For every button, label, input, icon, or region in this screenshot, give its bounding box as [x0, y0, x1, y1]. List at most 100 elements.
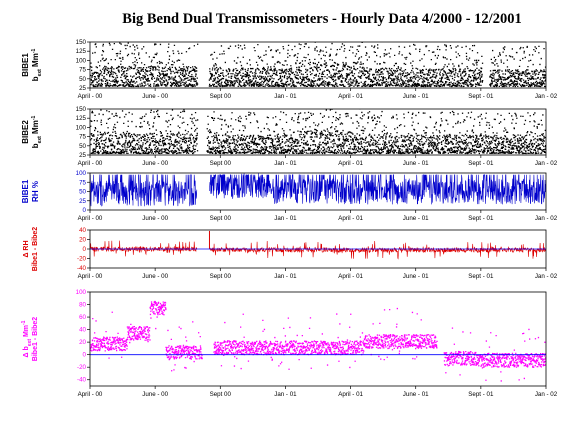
ylabel-line2: bext Mm-1: [31, 115, 43, 148]
ylabel-part: -1: [31, 48, 37, 53]
ylabel-part: Δ RH: [23, 240, 30, 257]
figure-title: Big Bend Dual Transmissometers - Hourly …: [122, 11, 521, 27]
panels: 25 50 75 100 125 150 April - 00 June - 00 Sept 0…: [21, 39, 558, 398]
ytick-label: 100: [76, 124, 87, 131]
axis-frame-delta_bext: [89, 291, 547, 387]
ylabel-line1: BIBE1: [21, 53, 30, 77]
ytick-label: -40: [77, 377, 87, 384]
ylabel-part: ext: [27, 339, 33, 347]
xtick-label: June - 00: [142, 273, 168, 280]
ylabel-part: Bibe1 - Bibe2: [32, 317, 39, 361]
ytick-label: 40: [79, 327, 86, 334]
ylabel-line1: BIBE1: [21, 179, 30, 203]
xtick-label: June - 00: [142, 215, 168, 222]
ytick-label: 100: [76, 57, 87, 64]
series-bibe1_rh: [90, 173, 546, 207]
ylabel-part: b: [31, 143, 40, 148]
xtick-label: Jan - 01: [274, 273, 297, 280]
xtick-label: June - 01: [403, 93, 429, 100]
xtick-label: Sept - 01: [468, 160, 494, 167]
ylabel-part: BIBE1: [21, 179, 30, 203]
ytick-label: 150: [76, 106, 87, 113]
ylabel-line1: Δ RH: [23, 240, 30, 257]
ytick-label: 40: [79, 227, 86, 234]
ytick-label: -40: [77, 265, 87, 272]
ytick-label: 50: [79, 143, 86, 150]
xtick-label: April - 00: [78, 160, 103, 167]
ylabel-part: ext: [37, 69, 43, 77]
ylabel-part: Mm: [31, 53, 40, 69]
xtick-label: Sept 00: [210, 160, 232, 167]
ylabel-part: RH %: [31, 181, 40, 202]
xtick-label: April - 01: [338, 160, 363, 167]
ytick-label: 20: [79, 237, 86, 244]
series-bibe1_bext: [90, 42, 546, 88]
ylabel-part: ext: [37, 136, 43, 144]
ytick-label: 150: [76, 39, 87, 46]
xtick-label: Sept - 01: [468, 93, 494, 100]
ylabel-part: Mm: [23, 325, 30, 339]
ytick-label: 125: [76, 48, 87, 55]
panel-bibe1_rh: 0 25 50 75 100 April - 00 June - 00 Sept 00 Jan …: [21, 170, 558, 222]
xtick-label: Jan - 02: [535, 93, 558, 100]
ytick-label: 50: [79, 189, 86, 196]
ylabel-part: -1: [31, 115, 37, 120]
xtick-label: June - 01: [403, 273, 429, 280]
ylabel-part: Mm: [31, 120, 40, 136]
ylabel-line1: BIBE2: [21, 120, 30, 144]
ylabel-bibe1_rh: BIBE1 RH %: [21, 179, 40, 203]
ylabel-delta_bext: Δ bext Mm-1 Bibe1 - Bibe2: [21, 317, 39, 361]
xtick-label: April - 00: [78, 273, 103, 280]
xtick-label: June - 00: [142, 391, 168, 398]
xtick-label: Sept 00: [210, 215, 232, 222]
ytick-label: 75: [79, 179, 86, 186]
ytick-label: -20: [77, 256, 87, 263]
xtick-label: April - 00: [78, 93, 103, 100]
xtick-label: June - 01: [403, 215, 429, 222]
ytick-label: 125: [76, 115, 87, 122]
xtick-label: April - 00: [78, 391, 103, 398]
xtick-label: June - 00: [142, 93, 168, 100]
ytick-label: 25: [79, 85, 86, 92]
xtick-label: June - 01: [403, 160, 429, 167]
panel-delta_bext: -40 -20 0 20 40 60 80 100 April - 00 June - 00 Sep…: [21, 289, 558, 398]
xtick-label: Jan - 02: [535, 215, 558, 222]
axis-frame-bibe2_bext: [89, 108, 547, 156]
ytick-label: 100: [76, 170, 87, 177]
xtick-label: April - 01: [338, 93, 363, 100]
ytick-label: 20: [79, 339, 86, 346]
ylabel-part: Bibe1 - Bibe2: [32, 227, 39, 271]
ylabel-part: BIBE2: [21, 120, 30, 144]
xtick-label: Sept 00: [210, 273, 232, 280]
ylabel-line1: Δ bext Mm-1: [21, 320, 33, 357]
ytick-label: 0: [83, 352, 87, 359]
xtick-label: April - 01: [338, 273, 363, 280]
ytick-label: 80: [79, 302, 86, 309]
xtick-label: Sept - 01: [468, 391, 494, 398]
ytick-label: 60: [79, 314, 86, 321]
xtick-label: Jan - 01: [274, 391, 297, 398]
xtick-label: April - 01: [338, 391, 363, 398]
xtick-label: Jan - 02: [535, 160, 558, 167]
ytick-label: 25: [79, 152, 86, 159]
ytick-label: 0: [83, 207, 87, 214]
series-delta_bext-points: [90, 300, 546, 382]
ytick-label: 100: [76, 289, 87, 296]
xtick-label: Sept 00: [210, 93, 232, 100]
xtick-label: April - 00: [78, 215, 103, 222]
axis-frame-bibe1_bext: [89, 41, 547, 89]
xtick-label: Sept - 01: [468, 273, 494, 280]
xtick-label: Jan - 02: [535, 273, 558, 280]
xtick-label: Sept - 01: [468, 215, 494, 222]
ylabel-part: BIBE1: [21, 53, 30, 77]
ytick-label: -20: [77, 364, 87, 371]
series-bibe1_rh-line: [90, 173, 546, 207]
ylabel-part: -1: [21, 320, 27, 325]
xtick-label: Sept 00: [210, 391, 232, 398]
ylabel-line2: Bibe1 - Bibe2: [32, 227, 39, 271]
ylabel-part: Δ b: [23, 346, 30, 357]
xtick-label: June - 00: [142, 160, 168, 167]
ytick-label: 75: [79, 67, 86, 74]
